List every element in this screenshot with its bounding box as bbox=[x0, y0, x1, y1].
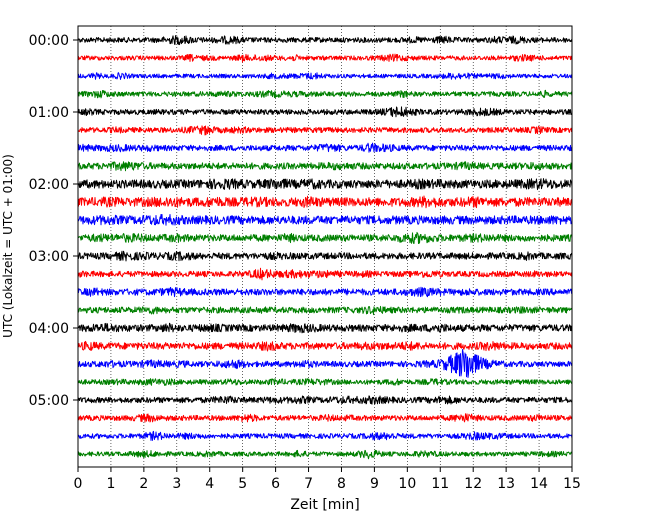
y-axis-ticks: 00:00 01:00 02:00 03:00 04:00 05:00 bbox=[29, 33, 78, 409]
trace-0030 bbox=[77, 72, 573, 80]
trace-0215 bbox=[77, 195, 573, 209]
x-axis-label: Zeit [min] bbox=[290, 497, 359, 513]
x-tick-label: 11 bbox=[431, 476, 449, 492]
trace-0245 bbox=[77, 231, 573, 245]
trace-0315 bbox=[77, 267, 573, 281]
y-tick-label: 05:00 bbox=[29, 393, 69, 409]
x-axis-ticks: 0 1 2 3 4 5 6 7 8 9 10 11 12 13 14 15 bbox=[74, 467, 581, 492]
trace-0400 bbox=[77, 322, 573, 334]
x-tick-label: 2 bbox=[139, 476, 148, 492]
trace-0430 bbox=[77, 348, 573, 378]
trace-0545 bbox=[77, 449, 573, 460]
trace-0230 bbox=[77, 213, 573, 226]
trace-0200 bbox=[77, 178, 573, 191]
x-tick-label: 4 bbox=[205, 476, 214, 492]
x-tick-label: 13 bbox=[497, 476, 515, 492]
seismogram-traces bbox=[77, 35, 573, 460]
x-tick-label: 1 bbox=[106, 476, 115, 492]
x-tick-label: 8 bbox=[337, 476, 346, 492]
x-tick-label: 7 bbox=[304, 476, 313, 492]
trace-0015 bbox=[77, 53, 573, 63]
trace-0530 bbox=[77, 430, 573, 441]
x-tick-label: 10 bbox=[398, 476, 416, 492]
trace-0415 bbox=[77, 340, 573, 352]
trace-0345 bbox=[77, 305, 573, 316]
trace-0145 bbox=[77, 161, 573, 172]
x-tick-label: 15 bbox=[563, 476, 581, 492]
trace-0330 bbox=[77, 286, 573, 298]
y-tick-label: 03:00 bbox=[29, 249, 69, 265]
trace-0500 bbox=[77, 395, 573, 405]
x-tick-label: 12 bbox=[464, 476, 482, 492]
trace-0300 bbox=[77, 250, 573, 262]
x-tick-label: 5 bbox=[238, 476, 247, 492]
x-tick-label: 9 bbox=[370, 476, 379, 492]
y-tick-label: 01:00 bbox=[29, 105, 69, 121]
y-axis-label: UTC (Lokalzeit = UTC + 01:00) bbox=[1, 154, 15, 338]
plot-frame bbox=[77, 25, 573, 468]
x-tick-label: 6 bbox=[271, 476, 280, 492]
x-tick-label: 14 bbox=[530, 476, 548, 492]
trace-0045 bbox=[77, 89, 573, 99]
y-tick-label: 02:00 bbox=[29, 177, 69, 193]
trace-0445 bbox=[77, 378, 573, 386]
trace-0000 bbox=[77, 35, 573, 46]
y-tick-label: 00:00 bbox=[29, 33, 69, 49]
x-tick-label: 3 bbox=[172, 476, 181, 492]
trace-0515 bbox=[77, 413, 573, 423]
y-tick-label: 04:00 bbox=[29, 321, 69, 337]
trace-0130 bbox=[77, 142, 573, 153]
trace-0100 bbox=[77, 106, 573, 118]
trace-0115 bbox=[77, 125, 573, 136]
x-tick-label: 0 bbox=[74, 476, 83, 492]
